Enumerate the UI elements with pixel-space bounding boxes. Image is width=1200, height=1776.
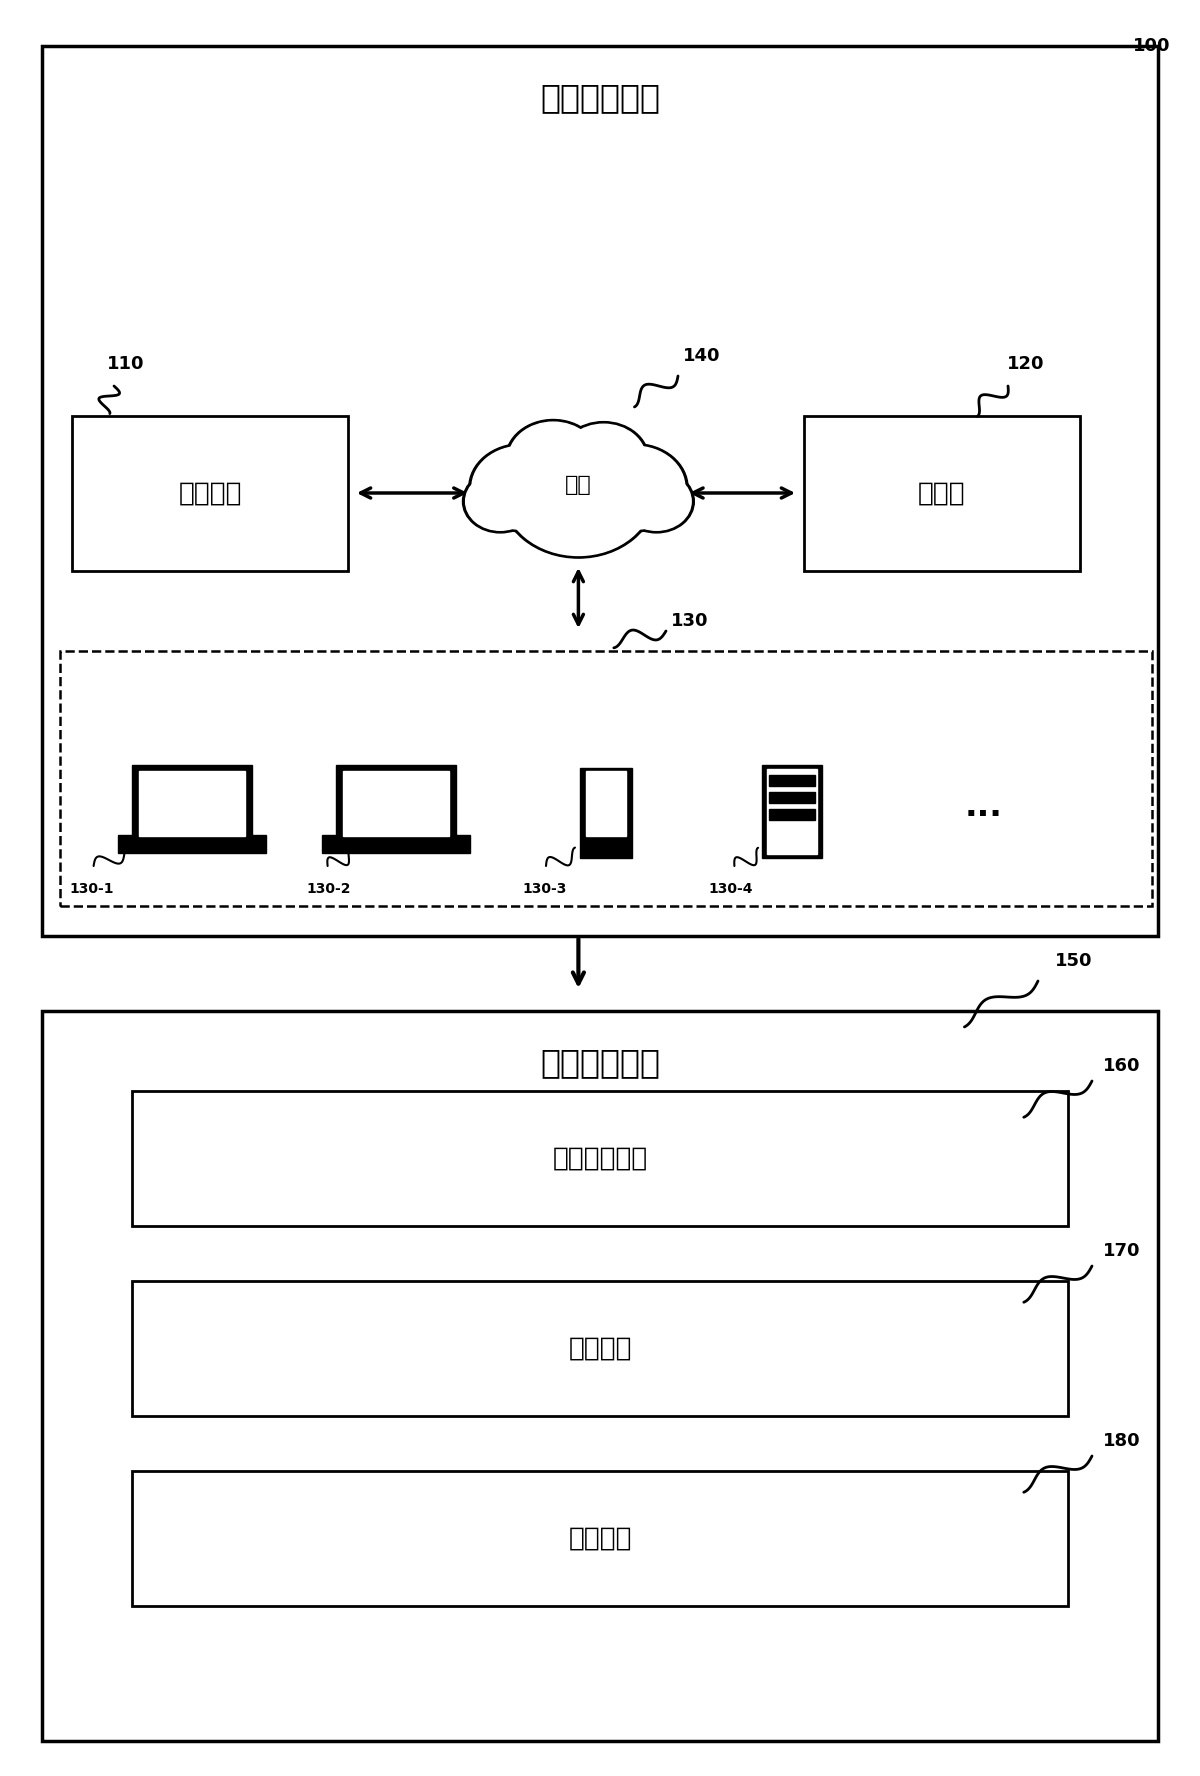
Bar	[769, 774, 815, 785]
Text: 180: 180	[1103, 1431, 1141, 1449]
Bar	[322, 835, 470, 852]
Text: 120: 120	[1007, 355, 1045, 373]
Circle shape	[586, 446, 685, 529]
Text: 故障诊断平台: 故障诊断平台	[540, 1046, 660, 1080]
Text: 服务器: 服务器	[918, 481, 966, 506]
Text: ...: ...	[965, 790, 1003, 822]
Bar	[132, 1090, 1068, 1225]
Text: 信息获取单元: 信息获取单元	[552, 1146, 648, 1172]
Text: 140: 140	[683, 346, 721, 366]
Bar	[586, 771, 626, 836]
Circle shape	[472, 446, 571, 529]
Text: 判断单元: 判断单元	[569, 1336, 631, 1362]
Text: 网络: 网络	[565, 474, 592, 496]
Text: 医学成像系统: 医学成像系统	[540, 82, 660, 114]
Bar	[42, 1011, 1158, 1740]
Circle shape	[462, 471, 538, 533]
Bar	[769, 792, 815, 803]
Bar	[72, 416, 348, 572]
Circle shape	[619, 471, 695, 533]
Text: 110: 110	[107, 355, 145, 373]
Bar	[60, 652, 1152, 906]
Bar	[118, 835, 266, 852]
Bar	[767, 769, 817, 854]
Circle shape	[504, 430, 653, 556]
Text: 130-4: 130-4	[708, 883, 752, 897]
Circle shape	[562, 424, 646, 494]
Circle shape	[505, 419, 601, 499]
Text: 130-3: 130-3	[522, 883, 566, 897]
Bar	[804, 416, 1080, 572]
Bar	[139, 771, 245, 836]
Bar	[336, 765, 456, 842]
Bar	[132, 765, 252, 842]
Text: 成像设备: 成像设备	[179, 481, 241, 506]
Circle shape	[622, 472, 691, 531]
Circle shape	[500, 428, 656, 558]
Text: 160: 160	[1103, 1057, 1141, 1074]
Text: 150: 150	[1055, 952, 1093, 970]
Circle shape	[466, 472, 535, 531]
Text: 170: 170	[1103, 1241, 1141, 1259]
Text: 100: 100	[1133, 37, 1171, 55]
Text: 扫描单元: 扫描单元	[569, 1526, 631, 1552]
Bar	[343, 771, 449, 836]
Bar	[580, 767, 632, 858]
Circle shape	[582, 444, 688, 531]
Text: 130: 130	[671, 613, 709, 630]
Circle shape	[469, 444, 575, 531]
Bar	[132, 1280, 1068, 1415]
Circle shape	[601, 847, 611, 854]
Bar	[132, 1471, 1068, 1606]
Bar	[769, 810, 815, 821]
Text: 130-2: 130-2	[306, 883, 350, 897]
Bar	[762, 765, 822, 858]
Bar	[42, 46, 1158, 936]
Circle shape	[509, 423, 598, 497]
Circle shape	[558, 421, 649, 497]
Text: 130-1: 130-1	[70, 883, 114, 897]
